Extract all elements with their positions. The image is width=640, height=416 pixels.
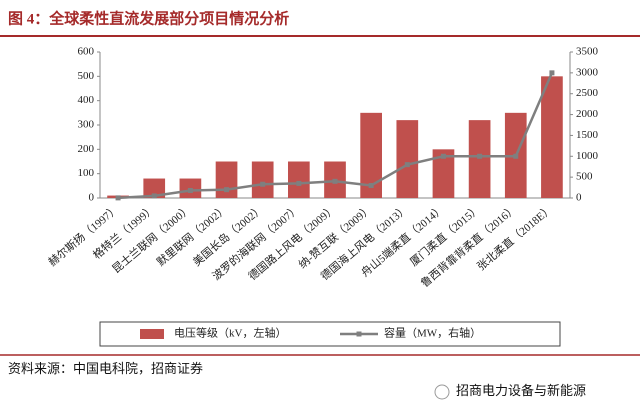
y-tick-label: 300 (78, 119, 95, 131)
marker (151, 193, 157, 199)
watermark: 招商电力设备与新能源 (456, 383, 586, 398)
bar (251, 161, 274, 198)
watermark-icon (434, 384, 450, 400)
marker (260, 181, 266, 187)
x-tick-label: 格特兰（1999） (90, 202, 158, 262)
y2-tick-label: 1000 (576, 150, 599, 162)
y2-tick-label: 3000 (576, 66, 599, 78)
legend-label: 电压等级（kV，左轴） (174, 326, 286, 340)
y-tick-label: 0 (89, 192, 95, 204)
bar (360, 112, 382, 198)
bar (215, 161, 238, 198)
y-tick-label: 100 (78, 167, 95, 179)
chart-title: 图 4：全球柔性直流发展部分项目情况分析 (8, 9, 289, 27)
marker (115, 195, 121, 201)
bar (432, 149, 455, 198)
legend-marker (356, 331, 362, 337)
marker (332, 178, 338, 184)
y-tick-label: 200 (78, 143, 95, 155)
y2-tick-label: 3500 (576, 46, 599, 58)
source: 资料来源：中国电科院，招商证券 (8, 361, 203, 376)
bar (143, 178, 166, 198)
legend-box (99, 321, 561, 347)
y-tick-label: 400 (78, 94, 95, 106)
legend-label: 容量（MW，右轴） (384, 326, 481, 340)
marker (440, 153, 446, 159)
x-tick-label: 赫尔斯扬（1997） (45, 202, 121, 269)
marker (187, 187, 193, 193)
y2-tick-label: 2000 (576, 108, 599, 120)
marker (296, 180, 302, 186)
y-tick-label: 500 (78, 70, 95, 82)
bar (541, 76, 563, 198)
legend-swatch (140, 329, 164, 339)
y-tick-label: 600 (78, 46, 95, 58)
bar (468, 120, 491, 198)
marker (477, 153, 483, 159)
bar (288, 161, 310, 198)
y2-tick-label: 1500 (576, 129, 599, 141)
marker (404, 162, 410, 168)
y2-tick-label: 0 (576, 192, 582, 204)
y2-tick-label: 500 (576, 171, 593, 183)
marker (368, 182, 374, 188)
marker (513, 153, 519, 159)
y2-tick-label: 2500 (576, 87, 599, 99)
marker (549, 70, 555, 76)
marker (224, 187, 230, 193)
bar (396, 120, 419, 198)
